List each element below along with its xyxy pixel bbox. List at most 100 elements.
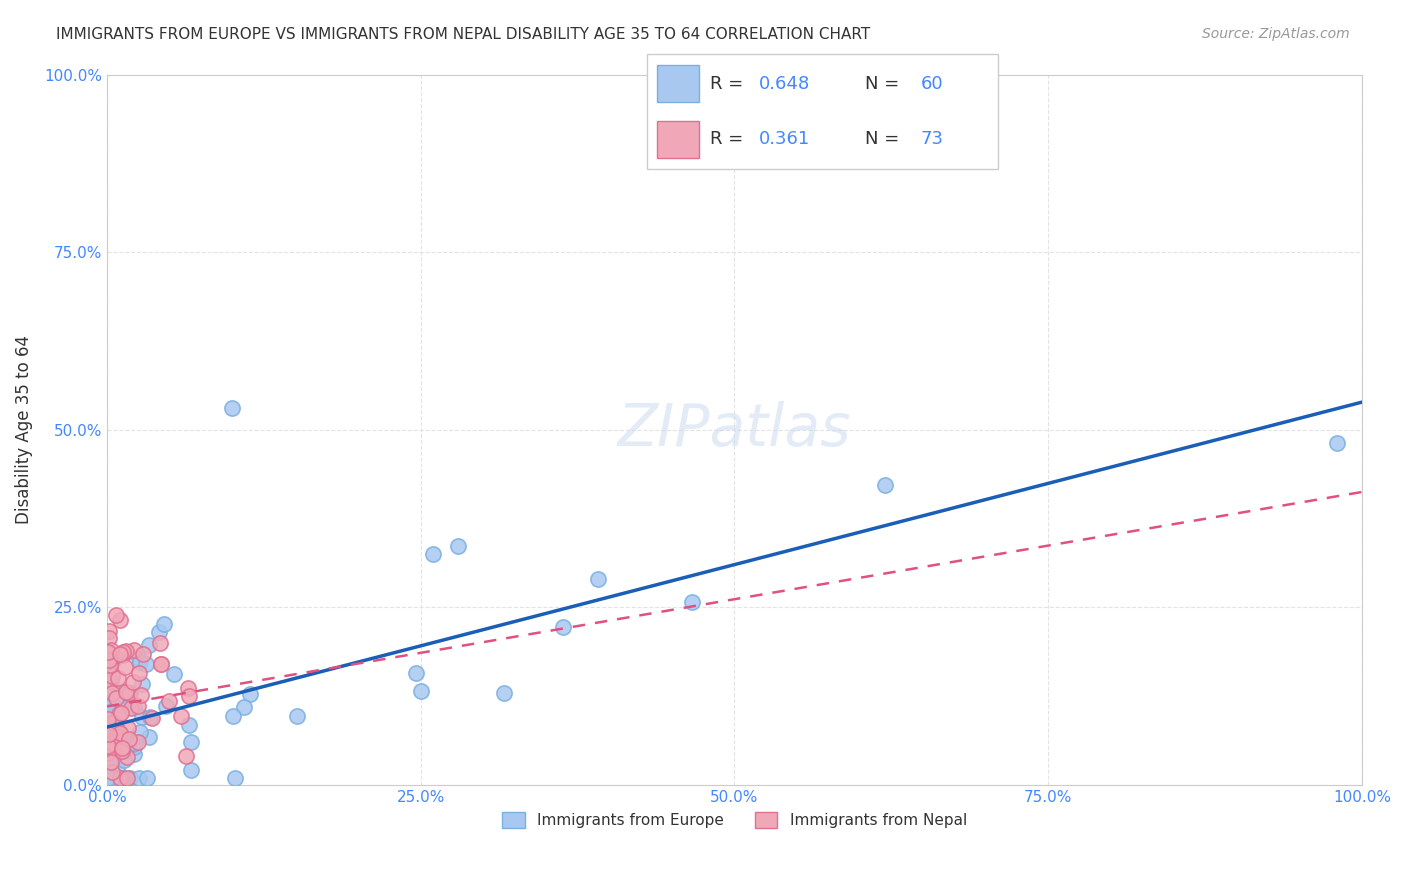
- Point: [121, 675, 143, 690]
- Text: R =: R =: [710, 130, 749, 148]
- Point: [97, 743, 120, 757]
- Point: [122, 739, 145, 754]
- Point: [409, 683, 432, 698]
- Point: [100, 734, 122, 748]
- Point: [122, 700, 145, 714]
- Point: [101, 764, 124, 779]
- Y-axis label: Disability Age 35 to 64: Disability Age 35 to 64: [15, 335, 32, 524]
- Point: [97, 724, 120, 739]
- Point: [98, 657, 121, 672]
- Point: [110, 771, 132, 785]
- Point: [114, 700, 136, 714]
- Point: [101, 669, 124, 683]
- Point: [222, 708, 245, 723]
- Point: [118, 686, 141, 700]
- Point: [681, 594, 703, 608]
- Text: 0.648: 0.648: [759, 75, 810, 93]
- Point: [104, 720, 127, 734]
- Point: [131, 688, 153, 702]
- Point: [180, 735, 202, 749]
- Point: [121, 737, 143, 751]
- Point: [139, 709, 162, 723]
- Point: [97, 624, 120, 639]
- Point: [239, 687, 262, 701]
- Point: [128, 651, 150, 665]
- Point: [405, 666, 427, 681]
- Point: [138, 730, 160, 744]
- Point: [422, 547, 444, 561]
- Point: [97, 662, 120, 676]
- Point: [108, 726, 131, 740]
- Point: [100, 736, 122, 750]
- Point: [177, 718, 200, 732]
- Point: [100, 755, 122, 769]
- Point: [553, 620, 575, 634]
- Point: [108, 771, 131, 785]
- Text: R =: R =: [710, 75, 749, 93]
- Text: IMMIGRANTS FROM EUROPE VS IMMIGRANTS FROM NEPAL DISABILITY AGE 35 TO 64 CORRELAT: IMMIGRANTS FROM EUROPE VS IMMIGRANTS FRO…: [56, 27, 870, 42]
- Point: [180, 763, 202, 777]
- Point: [110, 741, 132, 756]
- Point: [127, 699, 149, 714]
- Text: 73: 73: [921, 130, 943, 148]
- Point: [232, 699, 254, 714]
- Point: [101, 739, 124, 754]
- Point: [111, 644, 134, 658]
- Point: [149, 657, 172, 671]
- Point: [97, 653, 120, 667]
- Point: [115, 685, 138, 699]
- Point: [101, 698, 124, 712]
- Point: [128, 655, 150, 669]
- Point: [97, 645, 120, 659]
- Point: [97, 695, 120, 709]
- Point: [112, 684, 135, 698]
- Text: 60: 60: [921, 75, 943, 93]
- Point: [875, 478, 897, 492]
- Point: [149, 636, 172, 650]
- Point: [127, 734, 149, 748]
- Point: [97, 738, 120, 752]
- Point: [176, 748, 198, 763]
- Point: [155, 699, 177, 714]
- Point: [98, 722, 121, 736]
- Point: [100, 725, 122, 739]
- Point: [108, 725, 131, 739]
- Point: [179, 689, 201, 703]
- Point: [105, 727, 128, 741]
- Point: [98, 706, 121, 720]
- Point: [97, 739, 120, 753]
- Point: [98, 631, 121, 645]
- Point: [136, 771, 159, 785]
- Point: [97, 771, 120, 785]
- Point: [159, 693, 181, 707]
- Point: [111, 771, 134, 785]
- Point: [131, 710, 153, 724]
- Point: [97, 727, 120, 741]
- Point: [122, 643, 145, 657]
- Point: [221, 401, 243, 416]
- Point: [101, 686, 124, 700]
- Point: [105, 761, 128, 775]
- Point: [148, 624, 170, 639]
- Text: 0.361: 0.361: [759, 130, 810, 148]
- Point: [103, 716, 125, 731]
- Point: [108, 613, 131, 627]
- Point: [107, 671, 129, 685]
- Point: [98, 721, 121, 735]
- Point: [97, 645, 120, 659]
- Point: [131, 677, 153, 691]
- Point: [103, 652, 125, 666]
- Point: [101, 754, 124, 768]
- Text: Source: ZipAtlas.com: Source: ZipAtlas.com: [1202, 27, 1350, 41]
- Point: [170, 709, 193, 723]
- Point: [285, 708, 308, 723]
- Point: [117, 732, 139, 747]
- Point: [118, 686, 141, 700]
- Point: [122, 747, 145, 762]
- Point: [97, 675, 120, 690]
- Point: [152, 616, 174, 631]
- Legend: Immigrants from Europe, Immigrants from Nepal: Immigrants from Europe, Immigrants from …: [496, 806, 973, 834]
- Point: [1326, 436, 1348, 450]
- Point: [110, 706, 132, 721]
- Point: [118, 771, 141, 785]
